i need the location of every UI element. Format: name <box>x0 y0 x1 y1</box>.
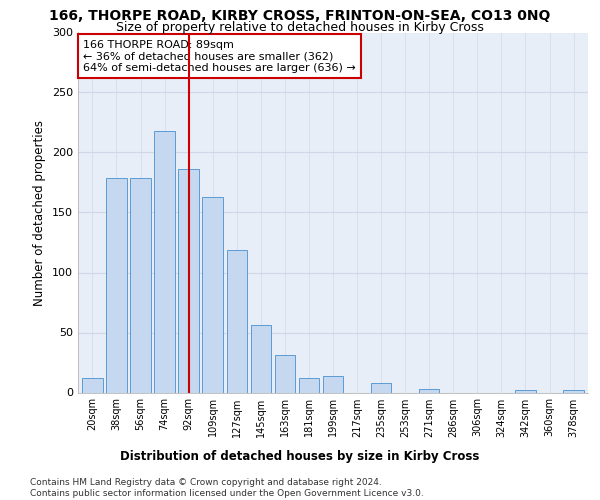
Bar <box>515 390 536 392</box>
Text: Size of property relative to detached houses in Kirby Cross: Size of property relative to detached ho… <box>116 21 484 34</box>
Bar <box>563 390 584 392</box>
Bar <box>323 376 343 392</box>
Text: 166, THORPE ROAD, KIRBY CROSS, FRINTON-ON-SEA, CO13 0NQ: 166, THORPE ROAD, KIRBY CROSS, FRINTON-O… <box>49 9 551 23</box>
Bar <box>82 378 103 392</box>
Bar <box>154 131 175 392</box>
Bar <box>275 356 295 393</box>
Y-axis label: Number of detached properties: Number of detached properties <box>34 120 46 306</box>
Bar <box>299 378 319 392</box>
Bar <box>106 178 127 392</box>
Text: Contains HM Land Registry data © Crown copyright and database right 2024.
Contai: Contains HM Land Registry data © Crown c… <box>30 478 424 498</box>
Bar <box>371 383 391 392</box>
Bar <box>227 250 247 392</box>
Text: Distribution of detached houses by size in Kirby Cross: Distribution of detached houses by size … <box>121 450 479 463</box>
Bar <box>130 178 151 392</box>
Bar <box>251 326 271 392</box>
Text: 166 THORPE ROAD: 89sqm
← 36% of detached houses are smaller (362)
64% of semi-de: 166 THORPE ROAD: 89sqm ← 36% of detached… <box>83 40 356 73</box>
Bar <box>202 197 223 392</box>
Bar <box>178 170 199 392</box>
Bar <box>419 389 439 392</box>
